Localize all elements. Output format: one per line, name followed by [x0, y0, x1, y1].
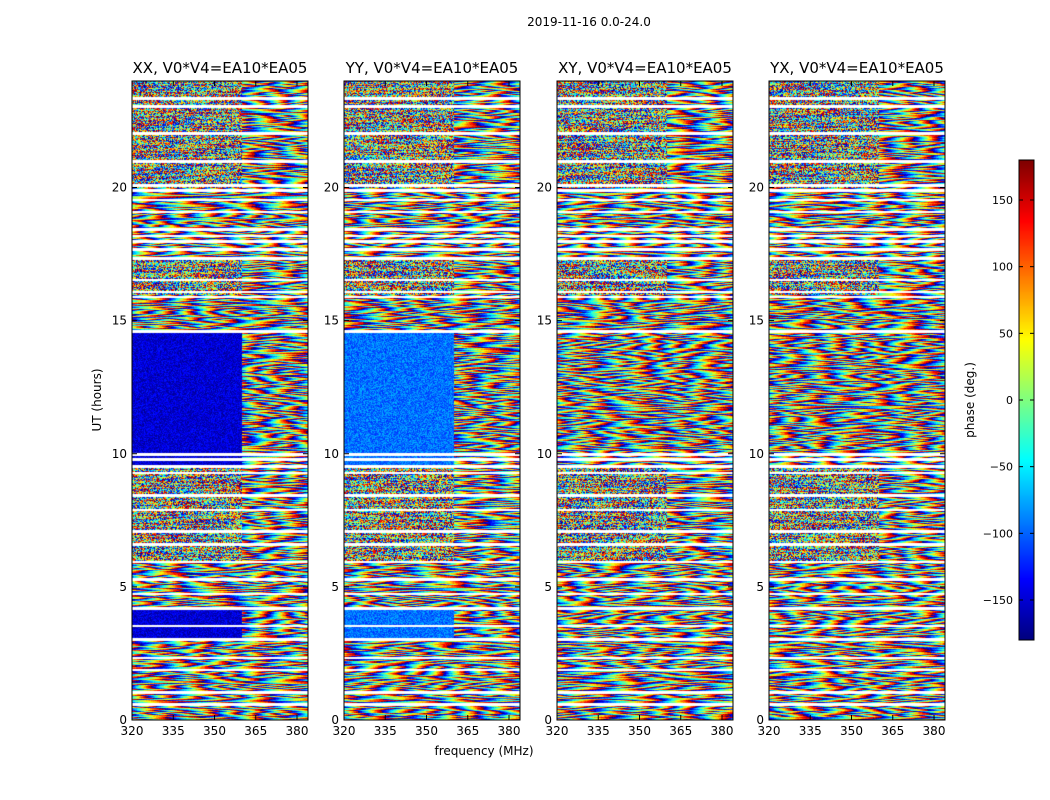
x-ticks-xy: 320 335 350 365 380: [546, 81, 734, 738]
x-tick-label: 350: [203, 724, 226, 738]
x-tick-label: 320: [121, 724, 144, 738]
y-tick-label: 0: [544, 713, 552, 727]
x-tick-label: 350: [840, 724, 863, 738]
x-tick-label: 365: [669, 724, 692, 738]
y-ticks-yy: 0 5 10 15 20: [324, 181, 520, 727]
colorbar-tick-label: −150: [983, 594, 1013, 607]
colorbar-tick-label: −50: [990, 461, 1013, 474]
y-tick-label: 10: [537, 447, 552, 461]
y-tick-label: 15: [324, 314, 339, 328]
x-tick-label: 380: [711, 724, 734, 738]
y-tick-label: 5: [756, 580, 764, 594]
y-tick-label: 20: [749, 181, 764, 195]
panel-title-yy: YY, V0*V4=EA10*EA05: [345, 59, 519, 77]
x-tick-label: 380: [923, 724, 946, 738]
y-tick-label: 10: [324, 447, 339, 461]
y-ticks-yx: 0 5 10 15 20: [749, 181, 945, 727]
y-tick-label: 15: [112, 314, 127, 328]
y-axis-label: UT (hours): [90, 368, 104, 431]
x-tick-label: 380: [286, 724, 309, 738]
axes-frame-xy: [556, 80, 734, 721]
x-tick-label: 335: [587, 724, 610, 738]
y-tick-label: 10: [112, 447, 127, 461]
x-tick-label: 320: [546, 724, 569, 738]
phase-heatmap-xx: [132, 81, 308, 720]
phase-heatmap-yy: [344, 81, 520, 720]
y-ticks-xy: 0 5 10 15 20: [537, 181, 733, 727]
panel-title-yx: YX, V0*V4=EA10*EA05: [769, 59, 944, 77]
x-tick-label: 335: [799, 724, 822, 738]
x-ticks-yx: 320 335 350 365 380: [758, 81, 946, 738]
x-tick-label: 350: [415, 724, 438, 738]
colorbar-tick-label: 0: [1006, 394, 1013, 407]
y-tick-label: 20: [112, 181, 127, 195]
x-tick-label: 350: [628, 724, 651, 738]
y-tick-label: 20: [537, 181, 552, 195]
x-ticks-xx: 320 335 350 365 380: [121, 81, 309, 738]
x-tick-label: 365: [456, 724, 479, 738]
panel-yx: YX, V0*V4=EA10*EA05 320 335 350 365 380 0 5 10…: [749, 59, 946, 738]
y-tick-label: 5: [119, 580, 127, 594]
x-tick-label: 335: [162, 724, 185, 738]
y-tick-label: 0: [119, 713, 127, 727]
axes-frame-yx: [768, 80, 946, 721]
x-tick-label: 380: [498, 724, 521, 738]
x-tick-label: 365: [881, 724, 904, 738]
colorbar-tick-label: 100: [992, 261, 1013, 274]
y-tick-label: 15: [537, 314, 552, 328]
colorbar-tick-label: 150: [992, 194, 1013, 207]
colorbar-tick-label: 50: [999, 327, 1013, 340]
panel-title-xy: XY, V0*V4=EA10*EA05: [558, 59, 732, 77]
y-ticks-xx: 0 5 10 15 20: [112, 181, 308, 727]
x-axis-label: frequency (MHz): [434, 744, 533, 758]
colorbar: 150 100 50 0 −50 −100 −150 phase (deg.): [963, 159, 1035, 641]
y-tick-label: 10: [749, 447, 764, 461]
phase-heatmap-xy: [557, 81, 733, 720]
colorbar-gradient: [1019, 160, 1034, 640]
y-tick-label: 0: [331, 713, 339, 727]
colorbar-tick-label: −100: [983, 527, 1013, 540]
x-tick-label: 335: [374, 724, 397, 738]
axes-frame-xx: [131, 80, 309, 721]
panel-yy: YY, V0*V4=EA10*EA05 320 335 350 365 380 0 5 10…: [324, 59, 534, 758]
x-tick-label: 365: [244, 724, 267, 738]
panel-xy: XY, V0*V4=EA10*EA05 320 335 350 365 380 0 5 10…: [537, 59, 734, 738]
y-tick-label: 5: [544, 580, 552, 594]
phase-heatmap-yx: [769, 81, 945, 720]
x-tick-label: 320: [758, 724, 781, 738]
panel-xx: XX, V0*V4=EA10*EA05 320 335 350 365 380 0 5 10…: [90, 59, 309, 738]
figure-suptitle: 2019-11-16 0.0-24.0: [527, 15, 651, 29]
x-ticks-yy: 320 335 350 365 380: [333, 81, 521, 738]
y-tick-label: 15: [749, 314, 764, 328]
panel-title-xx: XX, V0*V4=EA10*EA05: [133, 59, 308, 77]
colorbar-label: phase (deg.): [963, 362, 977, 438]
x-tick-label: 320: [333, 724, 356, 738]
y-tick-label: 0: [756, 713, 764, 727]
colorbar-ticks: 150 100 50 0 −50 −100 −150: [983, 194, 1034, 607]
axes-frame-yy: [343, 80, 521, 721]
y-tick-label: 20: [324, 181, 339, 195]
y-tick-label: 5: [331, 580, 339, 594]
